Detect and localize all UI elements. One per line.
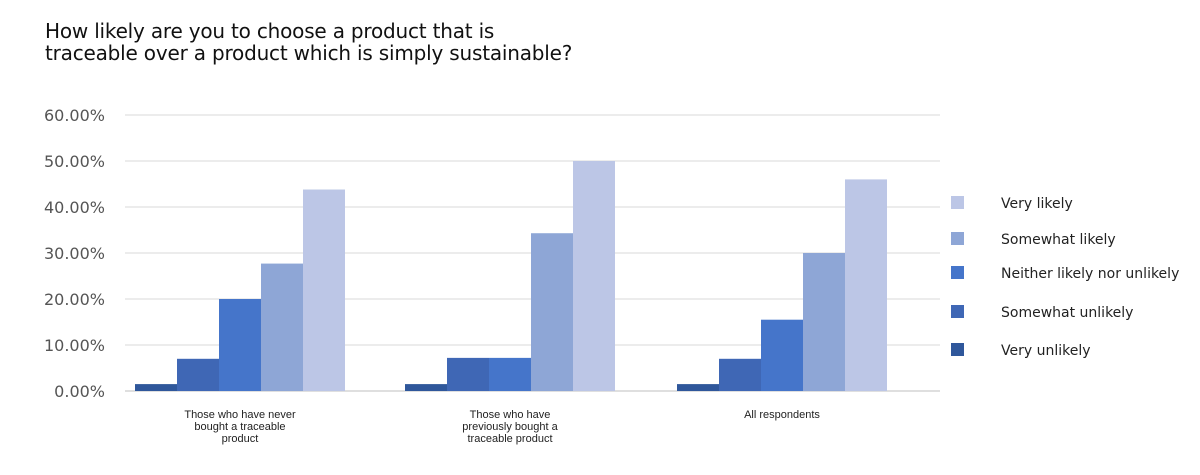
bar	[489, 357, 531, 391]
x-category-label: All respondents	[744, 409, 820, 421]
x-category-label: previously bought a	[462, 421, 558, 433]
x-category-label: Those who have	[470, 409, 551, 421]
legend-label: Somewhat unlikely	[1001, 305, 1133, 321]
y-tick-label: 40.00%	[44, 198, 105, 217]
y-tick-label: 20.00%	[44, 290, 105, 309]
chart-title: How likely are you to choose a product t…	[45, 20, 572, 64]
bar	[845, 179, 887, 391]
bar	[677, 384, 719, 391]
legend-swatch	[951, 232, 964, 245]
y-tick-label: 0.00%	[54, 382, 105, 401]
bar	[177, 358, 219, 391]
bar	[803, 253, 845, 391]
bar	[405, 384, 447, 391]
bar	[719, 358, 761, 391]
x-category-label: product	[222, 433, 259, 445]
x-category-label: Those who have never	[184, 409, 296, 421]
y-tick-label: 30.00%	[44, 244, 105, 263]
x-category-label: traceable product	[468, 433, 553, 445]
bar	[447, 357, 489, 391]
y-tick-label: 60.00%	[44, 106, 105, 125]
legend-label: Very likely	[1001, 196, 1073, 212]
bar	[761, 319, 803, 391]
bar	[531, 233, 573, 391]
bar	[261, 263, 303, 391]
x-category-label: bought a traceable	[194, 421, 285, 433]
legend-label: Very unlikely	[1001, 343, 1091, 359]
legend-swatch	[951, 196, 964, 209]
bar	[573, 161, 615, 391]
chart-title-line-2: traceable over a product which is simply…	[45, 41, 573, 65]
chart-title-line-1: How likely are you to choose a product t…	[45, 19, 495, 43]
legend-label: Somewhat likely	[1001, 232, 1116, 248]
y-tick-label: 10.00%	[44, 336, 105, 355]
y-tick-label: 50.00%	[44, 152, 105, 171]
bar	[303, 189, 345, 391]
legend-label: Neither likely nor unlikely	[1001, 266, 1179, 282]
legend-swatch	[951, 343, 964, 356]
legend-swatch	[951, 266, 964, 279]
bar	[219, 299, 261, 391]
bar	[135, 384, 177, 391]
legend-swatch	[951, 305, 964, 318]
